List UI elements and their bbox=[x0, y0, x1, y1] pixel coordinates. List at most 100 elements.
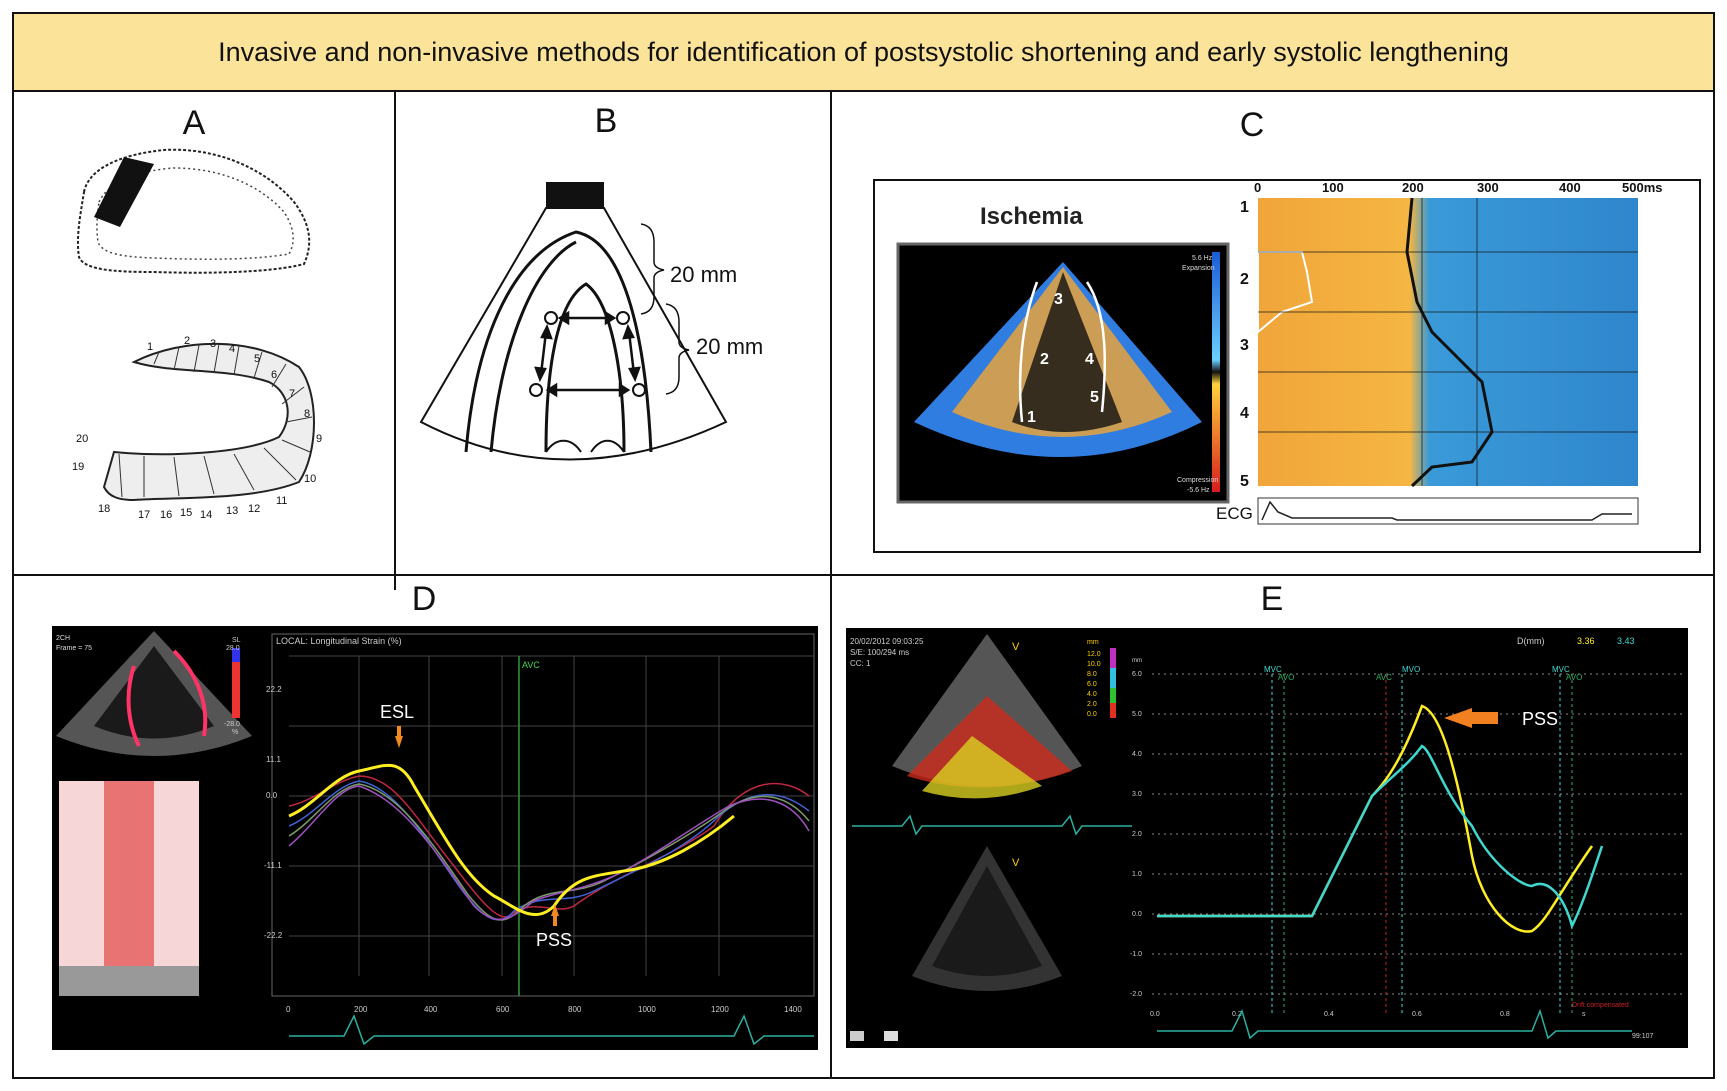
ecg-label: ECG bbox=[1216, 504, 1253, 523]
svg-text:%: % bbox=[232, 729, 238, 736]
ischemia-title: Ischemia bbox=[980, 203, 1083, 230]
svg-text:6.0: 6.0 bbox=[1087, 681, 1097, 688]
dimension-label-2: 20 mm bbox=[696, 334, 763, 359]
svg-text:2: 2 bbox=[1240, 271, 1249, 288]
svg-text:2: 2 bbox=[1040, 351, 1049, 368]
heart-segment-drawing: 1 2 3 4 5 6 7 8 9 10 11 12 13 14 15 16 1… bbox=[72, 148, 322, 521]
svg-text:5.6 Hz: 5.6 Hz bbox=[1192, 255, 1213, 262]
time-axis-ticks: 0 100 200 300 400 500ms bbox=[1254, 180, 1662, 195]
sector-diagram: 20 mm 20 mm bbox=[419, 182, 763, 461]
svg-text:AVO: AVO bbox=[1566, 673, 1582, 682]
svg-text:V: V bbox=[1012, 641, 1020, 653]
svg-text:-2.0: -2.0 bbox=[1130, 991, 1142, 998]
svg-text:12.0: 12.0 bbox=[1087, 651, 1101, 658]
panel-e-label: E bbox=[1260, 580, 1284, 618]
svg-text:11: 11 bbox=[276, 495, 287, 507]
avc-marker: AVC bbox=[522, 660, 540, 670]
svg-text:Expansion: Expansion bbox=[1182, 265, 1215, 272]
mmode-row-labels: 1 2 3 4 5 bbox=[1240, 199, 1249, 490]
svg-text:2.0: 2.0 bbox=[1087, 701, 1097, 708]
svg-text:-1.0: -1.0 bbox=[1130, 951, 1142, 958]
svg-text:1: 1 bbox=[147, 341, 153, 353]
svg-text:MVC: MVC bbox=[1552, 665, 1570, 674]
svg-text:0.2: 0.2 bbox=[1232, 1011, 1242, 1018]
svg-text:28.0: 28.0 bbox=[226, 645, 240, 652]
panel-c-label: C bbox=[1239, 106, 1265, 144]
svg-text:0.0: 0.0 bbox=[1132, 911, 1142, 918]
svg-text:19: 19 bbox=[72, 461, 84, 473]
svg-text:V: V bbox=[1012, 857, 1020, 869]
svg-text:1400: 1400 bbox=[784, 1005, 802, 1014]
svg-text:12: 12 bbox=[248, 503, 260, 515]
svg-text:AVC: AVC bbox=[1376, 673, 1392, 682]
svg-text:D(mm): D(mm) bbox=[1517, 636, 1545, 646]
disp-x-ticks: 0.0 0.2 0.4 0.6 0.8 s bbox=[1150, 1011, 1586, 1018]
svg-text:5: 5 bbox=[1090, 389, 1099, 406]
svg-text:13: 13 bbox=[226, 505, 238, 517]
segment-numbers: 1 2 3 4 5 6 7 8 9 10 11 12 13 14 15 16 1… bbox=[72, 335, 322, 521]
svg-text:1: 1 bbox=[1027, 409, 1036, 426]
svg-text:11.1: 11.1 bbox=[266, 755, 282, 764]
svg-text:3: 3 bbox=[210, 338, 216, 350]
svg-text:3: 3 bbox=[1054, 291, 1063, 308]
divider-bc-de bbox=[830, 92, 832, 1079]
svg-text:5: 5 bbox=[1240, 473, 1249, 490]
svg-text:mm: mm bbox=[1132, 658, 1142, 664]
svg-text:99:107: 99:107 bbox=[1632, 1033, 1654, 1040]
svg-text:5.0: 5.0 bbox=[1132, 711, 1142, 718]
pss-label-e: PSS bbox=[1522, 709, 1558, 729]
svg-text:8.0: 8.0 bbox=[1087, 671, 1097, 678]
pss-label: PSS bbox=[536, 930, 572, 950]
svg-text:4: 4 bbox=[1085, 351, 1094, 368]
panel-b: B 20 mm 20 mm bbox=[396, 92, 830, 574]
svg-text:s: s bbox=[1582, 1011, 1586, 1018]
svg-text:22.2: 22.2 bbox=[266, 685, 282, 694]
svg-text:1.0: 1.0 bbox=[1132, 871, 1142, 878]
svg-text:400: 400 bbox=[1559, 180, 1581, 195]
svg-text:1: 1 bbox=[1240, 199, 1249, 216]
svg-text:8: 8 bbox=[304, 408, 310, 420]
event-markers: MVC AVO AVC MVO MVC AVO bbox=[1264, 665, 1582, 682]
svg-text:200: 200 bbox=[354, 1005, 368, 1014]
svg-text:17: 17 bbox=[138, 509, 150, 521]
svg-text:18: 18 bbox=[98, 503, 110, 515]
svg-text:600: 600 bbox=[496, 1005, 510, 1014]
svg-text:7: 7 bbox=[289, 388, 295, 400]
echo-segment-labels: 3 2 4 1 5 bbox=[1027, 291, 1099, 426]
svg-text:300: 300 bbox=[1477, 180, 1499, 195]
svg-text:MVC: MVC bbox=[1264, 665, 1282, 674]
displacement-panel: 20/02/2012 09:03:25 S/E: 100/294 ms CC: … bbox=[846, 628, 1688, 1048]
svg-text:3: 3 bbox=[1240, 337, 1249, 354]
svg-text:100: 100 bbox=[1322, 180, 1344, 195]
svg-text:1000: 1000 bbox=[638, 1005, 656, 1014]
svg-text:400: 400 bbox=[424, 1005, 438, 1014]
strain-chart-title: LOCAL: Longitudinal Strain (%) bbox=[276, 636, 402, 646]
strain-y-ticks: 22.2 11.1 0.0 -11.1 -22.2 bbox=[264, 685, 283, 940]
strain-x-ticks: 0 200 400 600 800 1000 1200 1400 bbox=[286, 1005, 802, 1014]
tvi-panel: Ischemia 3 2 4 1 5 5.6 Hz Expansion Comp… bbox=[873, 179, 1701, 553]
svg-text:6: 6 bbox=[271, 369, 277, 381]
divider-row bbox=[14, 574, 1713, 576]
panel-d-label: D bbox=[411, 580, 437, 618]
svg-text:2.0: 2.0 bbox=[1132, 831, 1142, 838]
svg-text:0: 0 bbox=[286, 1005, 291, 1014]
svg-text:-22.2: -22.2 bbox=[264, 931, 283, 940]
svg-text:2CH: 2CH bbox=[56, 635, 70, 642]
panel-d: D 2CH Frame = 75 SL 28.0 -28.0 % LOCAL: … bbox=[14, 576, 830, 1079]
svg-text:AVO: AVO bbox=[1278, 673, 1294, 682]
svg-text:10: 10 bbox=[304, 473, 316, 485]
svg-text:3.43: 3.43 bbox=[1617, 636, 1635, 646]
svg-text:20/02/2012 09:03:25: 20/02/2012 09:03:25 bbox=[850, 637, 924, 646]
svg-text:0.4: 0.4 bbox=[1324, 1011, 1334, 1018]
color-scale-labels: mm 12.0 10.0 8.0 6.0 4.0 2.0 0.0 bbox=[1087, 639, 1101, 718]
divider-ab bbox=[394, 92, 396, 590]
svg-text:200: 200 bbox=[1402, 180, 1424, 195]
svg-text:500ms: 500ms bbox=[1622, 180, 1662, 195]
panel-c: C Ischemia 3 2 4 bbox=[832, 92, 1713, 574]
svg-text:4: 4 bbox=[1240, 405, 1249, 422]
svg-text:-11.1: -11.1 bbox=[264, 861, 282, 870]
panel-b-label: B bbox=[594, 102, 618, 140]
disp-y-ticks: 6.0 5.0 4.0 3.0 2.0 1.0 0.0 -1.0 -2.0 bbox=[1130, 671, 1142, 998]
svg-text:6.0: 6.0 bbox=[1132, 671, 1142, 678]
svg-text:Compression: Compression bbox=[1177, 477, 1218, 484]
